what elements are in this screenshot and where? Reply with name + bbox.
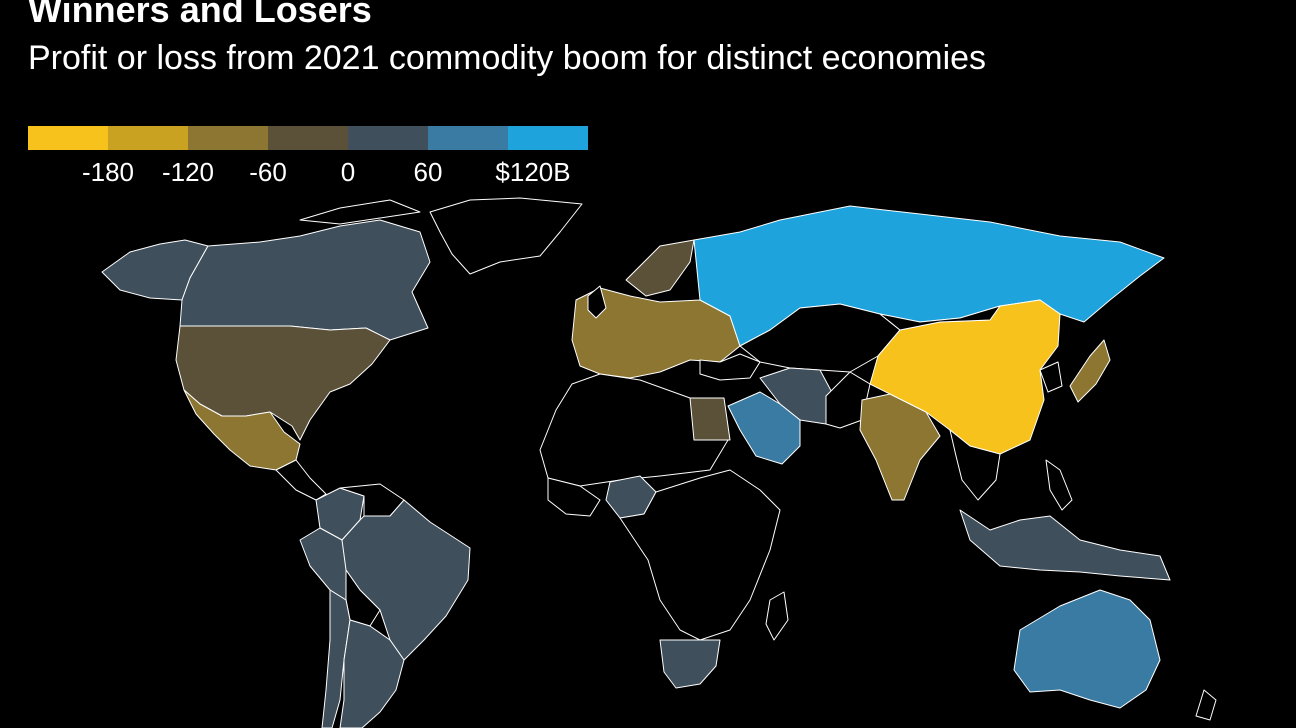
map-subtitle: Profit or loss from 2021 commodity boom … <box>28 39 987 77</box>
region-australia <box>1013 589 1161 709</box>
region-turkey <box>699 353 761 381</box>
region-egypt <box>689 397 731 441</box>
region-southeast-asia <box>949 429 1001 501</box>
legend-swatch-3 <box>188 126 268 150</box>
region-canada-islands <box>299 199 421 225</box>
region-uk <box>587 285 607 319</box>
color-legend: -180 -120 -60 0 60 $120B <box>28 126 588 190</box>
region-philippines <box>1045 459 1073 511</box>
legend-swatch-4 <box>268 126 348 150</box>
legend-label-3: -60 <box>249 157 287 187</box>
legend-swatch-7 <box>508 126 588 150</box>
region-central-africa <box>619 469 781 641</box>
legend-label-5: 60 <box>413 157 443 187</box>
legend-label-1: -180 <box>81 157 135 187</box>
legend-swatch-5 <box>348 126 428 150</box>
region-north-africa <box>539 373 729 487</box>
legend-color-bar <box>28 126 588 150</box>
legend-label-4: 0 <box>340 157 356 187</box>
legend-swatch-2 <box>108 126 188 150</box>
legend-label-6: $120B <box>495 157 571 187</box>
region-mexico <box>183 389 301 471</box>
region-argentina <box>339 619 405 728</box>
map-title: Winners and Losers <box>28 0 372 30</box>
region-greenland <box>429 197 583 275</box>
legend-label-2: -120 <box>161 157 215 187</box>
legend-swatch-1 <box>28 126 108 150</box>
region-canada <box>179 219 431 341</box>
region-chile <box>321 589 351 728</box>
region-mongolia <box>879 305 1001 331</box>
region-madagascar <box>765 591 789 641</box>
legend-swatch-6 <box>428 126 508 150</box>
region-brazil <box>341 499 471 661</box>
region-new-zealand <box>1195 689 1217 721</box>
region-indonesia <box>959 509 1171 581</box>
region-west-africa <box>547 477 601 517</box>
region-saudi-arabia <box>727 391 801 465</box>
region-norway <box>625 239 695 297</box>
region-south-africa <box>659 639 721 689</box>
region-central-america <box>275 459 327 501</box>
region-korea <box>1039 361 1063 393</box>
region-japan <box>1069 339 1111 403</box>
